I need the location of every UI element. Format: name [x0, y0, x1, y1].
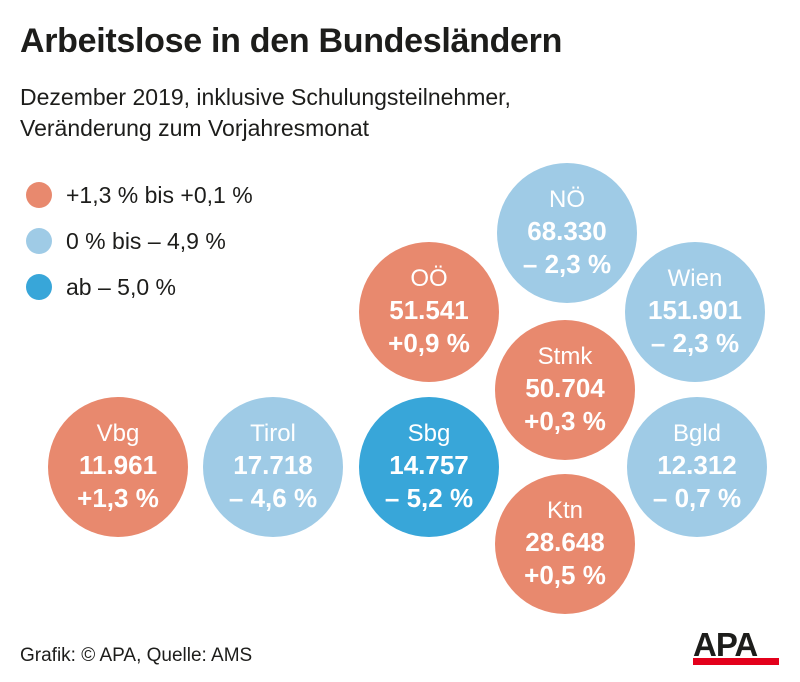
bubble-bgld: Bgld 12.312– 0,7 %: [627, 397, 767, 537]
bubble-state-label: Stmk: [537, 343, 593, 370]
bubble-count-label: 17.718: [233, 450, 313, 480]
legend-dot-positive: [26, 182, 52, 208]
bubble-state-label: Ktn: [546, 497, 584, 524]
bubble-wien: Wien 151.901– 2,3 %: [625, 242, 765, 382]
bubble-ktn: Ktn 28.648 +0,5 %: [495, 474, 635, 614]
legend-label-strong-decline: ab – 5,0 %: [66, 273, 176, 300]
bubble-count-label: 14.757: [389, 450, 469, 480]
bubble-count-label: 50.704: [525, 373, 605, 403]
legend-dot-moderate-decline: [26, 228, 52, 254]
chart-subtitle-line2: Veränderung zum Vorjahresmonat: [20, 115, 370, 141]
legend-item-strong-decline: ab – 5,0 %: [26, 264, 253, 310]
bubble-count-label: 12.312: [657, 450, 737, 480]
apa-logo: APA: [693, 626, 779, 666]
apa-logo-bar: [693, 658, 779, 665]
bubble-change-label: +0,3 %: [524, 406, 606, 436]
source-credit: Grafik: © APA, Quelle: AMS: [20, 645, 253, 666]
bubble-change-label: – 2,3 %: [650, 328, 740, 358]
bubble-state-label: NÖ: [549, 186, 585, 213]
bubble-change-label: – 0,7 %: [652, 483, 742, 513]
bubble-tirol: Tirol 17.718– 4,6 %: [203, 397, 343, 537]
bubble-count-label: 28.648: [525, 527, 605, 557]
bubble-ooe: OÖ 51.541 +0,9 %: [359, 242, 499, 382]
bubble-state-label: OÖ: [410, 265, 448, 292]
bubble-change-label: – 2,3 %: [522, 249, 612, 279]
legend-label-positive: +1,3 % bis +0,1 %: [66, 181, 253, 208]
legend-label-moderate-decline: 0 % bis – 4,9 %: [66, 227, 226, 254]
bubble-vbg: Vbg 11.961 +1,3 %: [48, 397, 188, 537]
bubble-change-label: – 4,6 %: [228, 483, 318, 513]
bubble-state-label: Vbg: [96, 420, 140, 447]
bubble-state-label: Bgld: [672, 420, 722, 447]
bubble-count-label: 151.901: [648, 295, 742, 325]
bubble-sbg: Sbg 14.757– 5,2 %: [359, 397, 499, 537]
bubble-change-label: +0,9 %: [388, 328, 470, 358]
bubble-count-label: 11.961: [78, 450, 158, 480]
legend-dot-strong-decline: [26, 274, 52, 300]
legend: +1,3 % bis +0,1 % 0 % bis – 4,9 % ab – 5…: [26, 172, 253, 310]
legend-item-moderate-decline: 0 % bis – 4,9 %: [26, 218, 253, 264]
bubble-count-label: 51.541: [389, 295, 469, 325]
bubble-stmk: Stmk 50.704 +0,3 %: [495, 320, 635, 460]
bubble-state-label: Tirol: [250, 420, 296, 447]
bubble-count-label: 68.330: [527, 216, 607, 246]
apa-logo-text: APA: [693, 626, 758, 663]
legend-item-positive: +1,3 % bis +0,1 %: [26, 172, 253, 218]
bubble-state-label: Wien: [667, 265, 723, 292]
bubble-noe: NÖ 68.330– 2,3 %: [497, 163, 637, 303]
bubble-change-label: – 5,2 %: [384, 483, 474, 513]
chart-title: Arbeitslose in den Bundesländern: [20, 22, 563, 60]
bubble-change-label: +1,3 %: [77, 483, 159, 513]
bubble-state-label: Sbg: [407, 420, 451, 447]
bubble-change-label: +0,5 %: [524, 560, 606, 590]
chart-subtitle-line1: Dezember 2019, inklusive Schulungsteilne…: [20, 84, 511, 110]
